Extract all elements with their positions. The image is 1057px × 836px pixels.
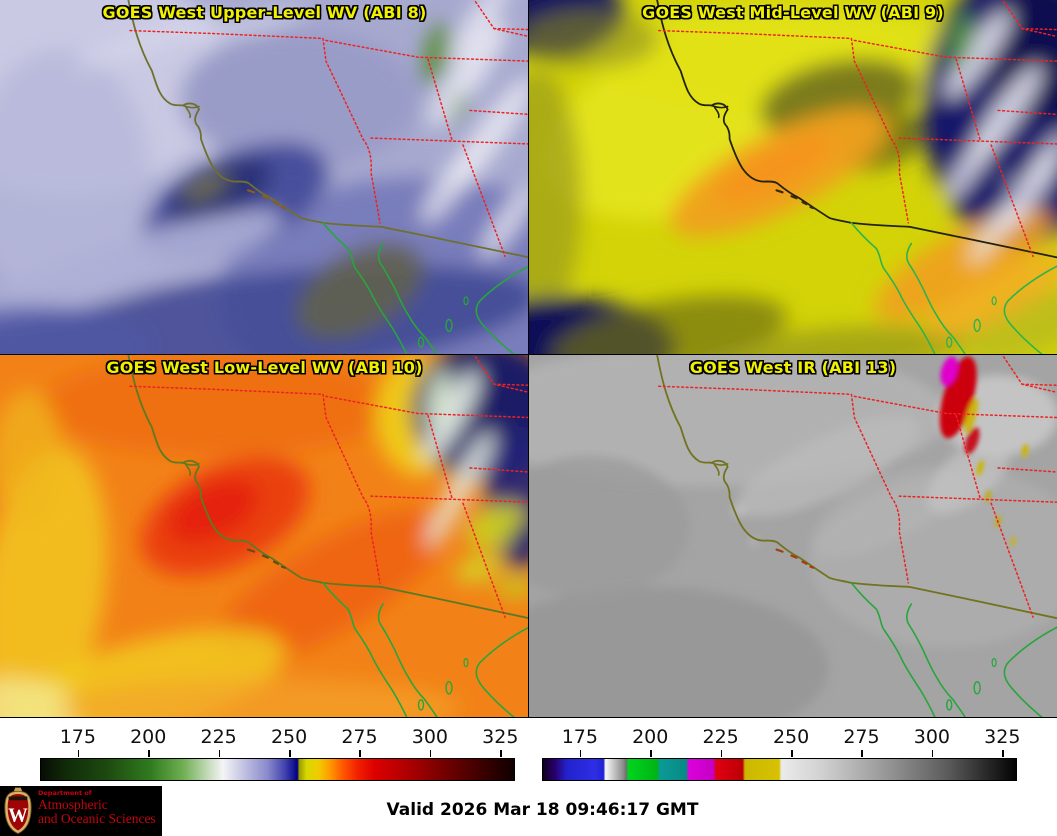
tick-label: 275 bbox=[341, 726, 378, 748]
tick-label: 225 bbox=[200, 726, 237, 748]
tick-label: 175 bbox=[561, 726, 598, 748]
tick-label: 275 bbox=[843, 726, 880, 748]
panel-mid-level-wv: GOES West Mid-Level WV (ABI 9) bbox=[529, 0, 1057, 355]
panel-bottom-border bbox=[0, 717, 1057, 718]
logo-name-line2: and Oceanic Sciences bbox=[38, 810, 156, 826]
tick-label: 250 bbox=[772, 726, 810, 748]
panel-low-level-wv: GOES West Low-Level WV (ABI 10) bbox=[0, 355, 529, 718]
satellite-imagery-abi8 bbox=[0, 0, 529, 355]
wv-colorbar-tick-marks bbox=[40, 750, 513, 758]
colorbar-section: 175 200 225 250 275 300 325 175 200 225 … bbox=[0, 718, 1057, 786]
logo-name-line1: Atmospheric bbox=[38, 796, 108, 812]
tick-label: 200 bbox=[632, 726, 669, 748]
tick-label: 225 bbox=[702, 726, 739, 748]
satellite-imagery-abi13 bbox=[529, 355, 1057, 718]
footer: W Department of Atmospheric and Oceanic … bbox=[0, 786, 1057, 836]
ir-colorbar-gradient bbox=[542, 758, 1017, 781]
map-overlay-abi10 bbox=[0, 355, 529, 718]
tick-label: 175 bbox=[59, 726, 96, 748]
uw-aos-logo-text: Department of Atmospheric and Oceanic Sc… bbox=[38, 790, 156, 826]
tick-label: 200 bbox=[130, 726, 167, 748]
valid-timestamp: Valid 2026 Mar 18 09:46:17 GMT bbox=[386, 800, 699, 820]
tick-label: 325 bbox=[984, 726, 1021, 748]
panel-title-abi8: GOES West Upper-Level WV (ABI 8) bbox=[102, 3, 427, 22]
panel-divider-vertical bbox=[528, 0, 529, 718]
wv-colorbar-gradient bbox=[40, 758, 515, 781]
panel-title-abi10: GOES West Low-Level WV (ABI 10) bbox=[106, 358, 423, 377]
uw-aos-logo: W Department of Atmospheric and Oceanic … bbox=[0, 786, 162, 836]
panel-title-abi9: GOES West Mid-Level WV (ABI 9) bbox=[642, 3, 944, 22]
tick-label: 250 bbox=[270, 726, 308, 748]
svg-text:W: W bbox=[8, 804, 28, 826]
panel-upper-level-wv: GOES West Upper-Level WV (ABI 8) bbox=[0, 0, 529, 355]
ir-colorbar-tick-marks bbox=[542, 750, 1015, 758]
panel-divider-horizontal bbox=[0, 354, 1057, 355]
panel-title-abi13: GOES West IR (ABI 13) bbox=[689, 358, 897, 377]
satellite-imagery-abi9 bbox=[529, 0, 1057, 355]
tick-label: 325 bbox=[482, 726, 519, 748]
map-overlay-abi13 bbox=[529, 355, 1057, 718]
map-overlay-abi9 bbox=[529, 0, 1057, 355]
panel-ir: GOES West IR (ABI 13) bbox=[529, 355, 1057, 718]
tick-label: 300 bbox=[913, 726, 951, 748]
wv-colorbar: 175 200 225 250 275 300 325 bbox=[40, 718, 519, 786]
satellite-imagery-abi10 bbox=[0, 355, 529, 718]
map-overlay-abi8 bbox=[0, 0, 529, 355]
ir-colorbar-tick-labels: 175 200 225 250 275 300 325 bbox=[542, 726, 1021, 748]
ir-colorbar: 175 200 225 250 275 300 325 bbox=[542, 718, 1021, 786]
tick-label: 300 bbox=[411, 726, 449, 748]
wv-colorbar-tick-labels: 175 200 225 250 275 300 325 bbox=[40, 726, 519, 748]
logo-dept-line: Department of bbox=[38, 789, 92, 797]
uw-crest-icon: W bbox=[4, 787, 32, 835]
